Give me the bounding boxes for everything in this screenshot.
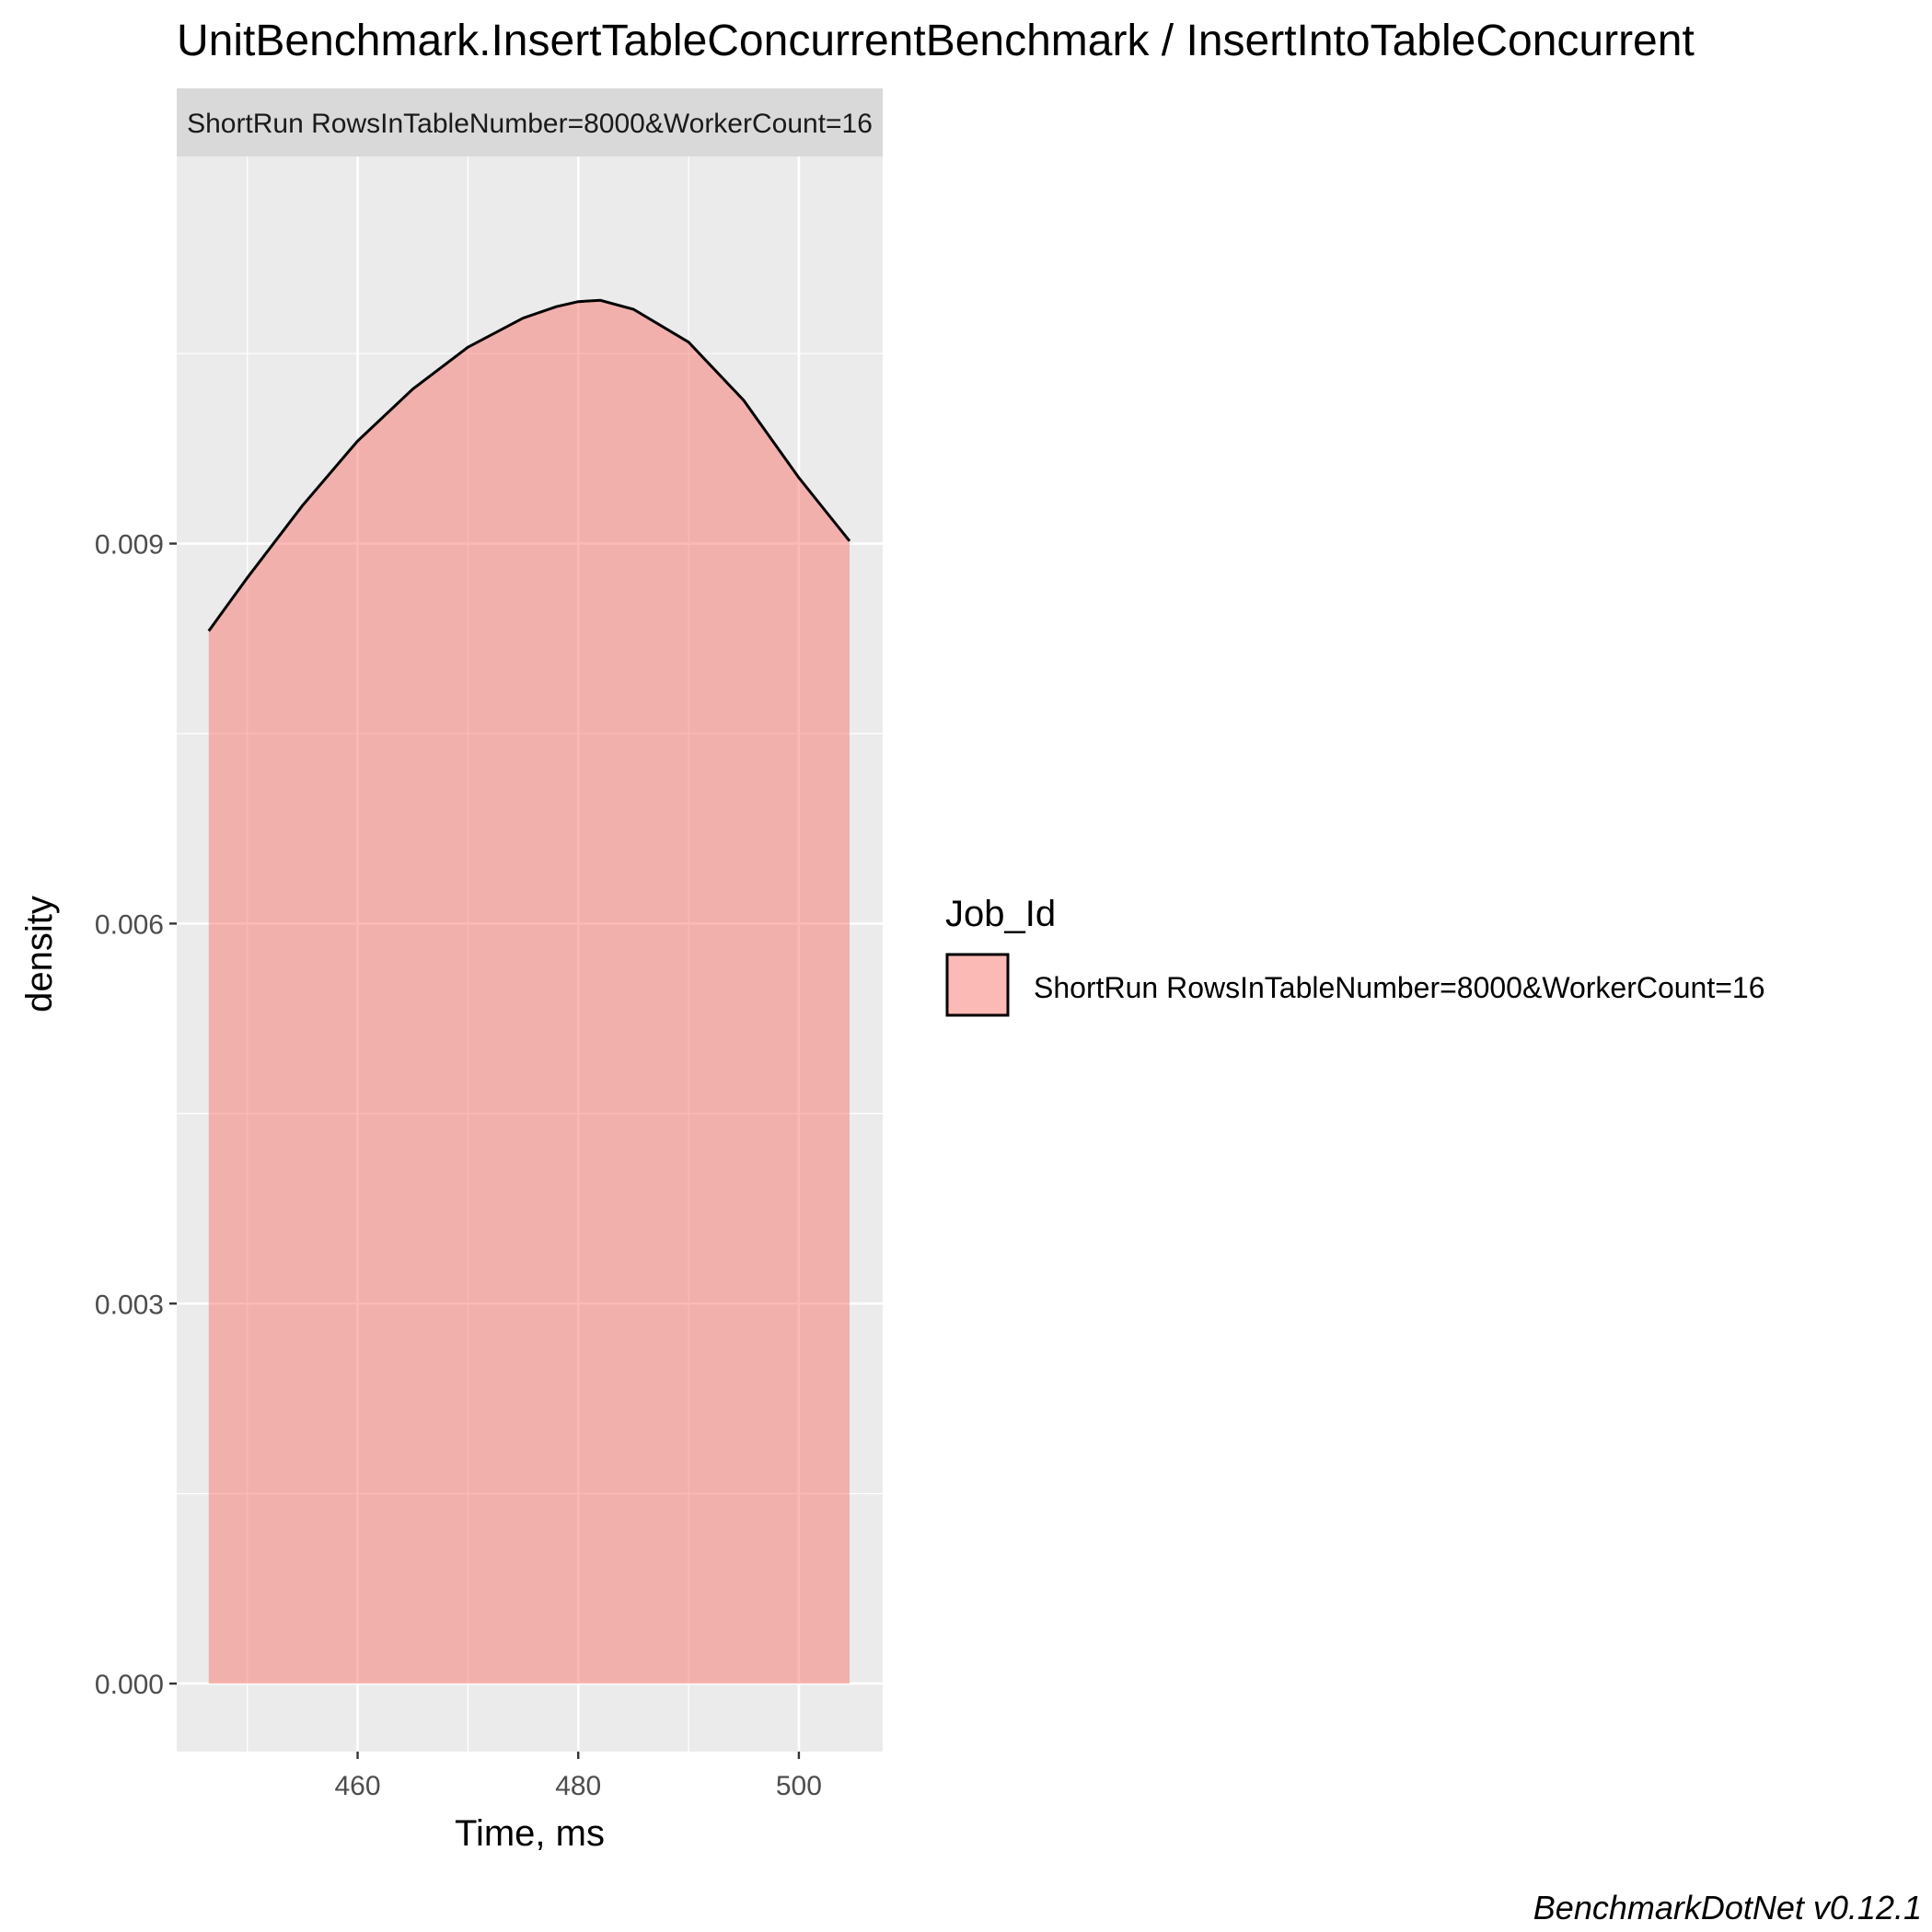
legend-entry-label: ShortRun RowsInTableNumber=8000&WorkerCo… [1034,971,1765,1004]
x-axis-title: Time, ms [455,1813,605,1854]
x-tick-label: 500 [776,1771,822,1801]
caption: BenchmarkDotNet v0.12.1 [1533,1889,1922,1926]
x-tick-label: 480 [555,1771,601,1801]
plot-panel [177,156,883,1752]
x-axis: 460 480 500 [335,1752,822,1801]
facet-strip-background [177,88,883,156]
density-area [208,300,850,1684]
legend-title: Job_Id [945,894,1056,934]
density-curve [207,298,851,632]
legend-key-swatch [945,953,1010,1017]
y-tick-label: 0.000 [95,1670,164,1700]
facet-strip-label: ShortRun RowsInTableNumber=8000&WorkerCo… [187,109,873,139]
legend: Job_Id ShortRun RowsInTableNumber=8000&W… [945,894,1765,1017]
y-tick-label: 0.009 [95,530,164,561]
x-tick-label: 460 [335,1771,381,1801]
y-tick-label: 0.003 [95,1290,164,1320]
chart-title: UnitBenchmark.InsertTableConcurrentBench… [177,17,1695,65]
y-axis: 0.000 0.003 0.006 0.009 [95,530,177,1700]
y-tick-label: 0.006 [95,909,164,940]
y-axis-title: density [19,896,60,1012]
facet-strip: ShortRun RowsInTableNumber=8000&WorkerCo… [177,88,883,156]
